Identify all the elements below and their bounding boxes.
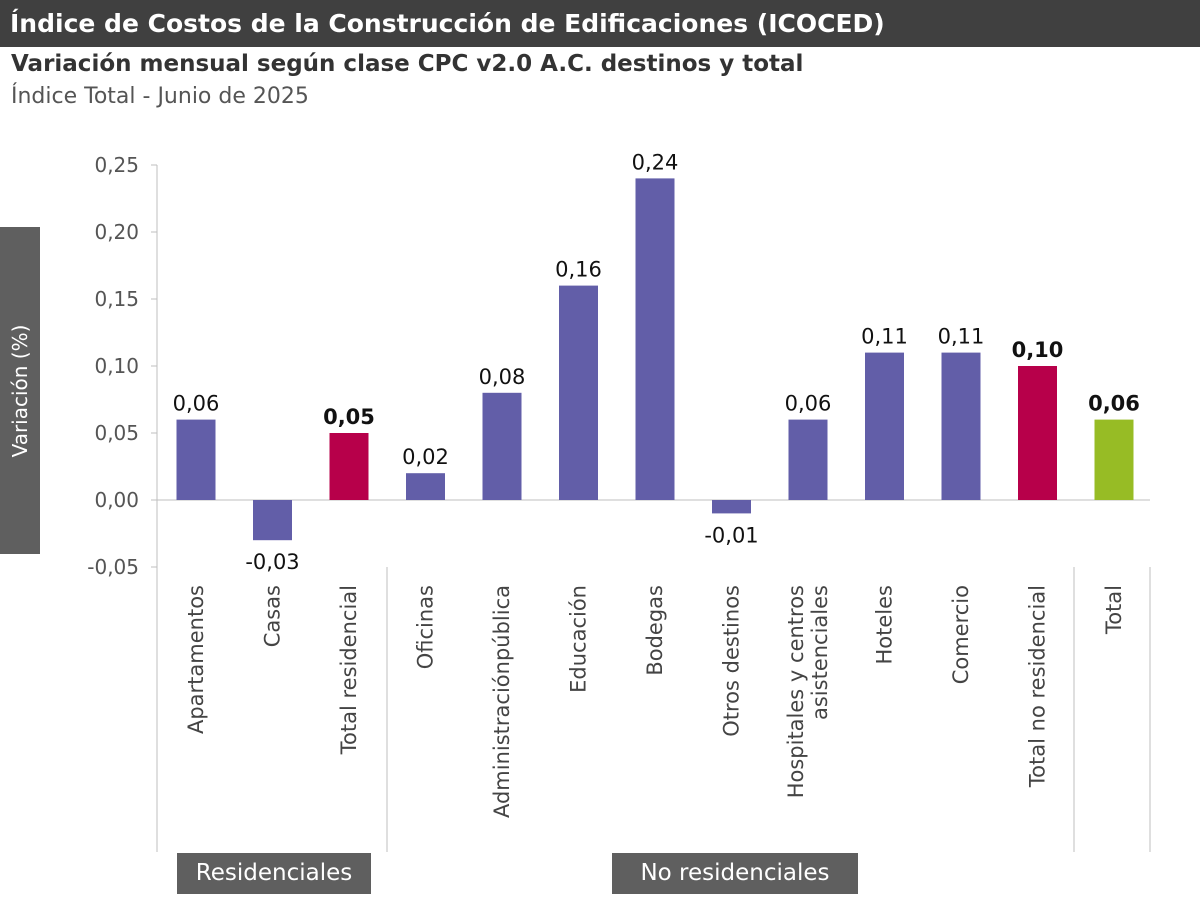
category-label-comercio: Comercio xyxy=(949,585,973,684)
data-label-educacion: 0,16 xyxy=(555,258,602,282)
chart-subtitle: Variación mensual según clase CPC v2.0 A… xyxy=(11,51,804,77)
bar-total xyxy=(1094,419,1134,500)
data-label-comercio: 0,11 xyxy=(938,325,985,349)
category-label-line: Administraciónpública xyxy=(490,585,514,818)
category-label-line: Total residencial xyxy=(337,585,361,755)
y-axis-label-box: Variación (%) xyxy=(0,227,40,554)
data-label-administracionpublica: 0,08 xyxy=(479,365,526,389)
category-label-line: Otros destinos xyxy=(720,585,744,737)
y-tick-label: 0,25 xyxy=(94,153,139,177)
category-label-hospitales-y-centros-asistenciales: Hospitales y centros asistenciales xyxy=(784,585,832,798)
category-label-line: Comercio xyxy=(949,585,973,684)
category-label-otros-destinos: Otros destinos xyxy=(720,585,744,737)
y-tick-label: 0,15 xyxy=(94,287,139,311)
category-label-line: Hospitales y centros xyxy=(784,585,808,798)
category-label-line: Hoteles xyxy=(873,585,897,665)
category-label-line: Bodegas xyxy=(643,585,667,676)
category-label-line: Apartamentos xyxy=(184,585,208,734)
data-label-total-residencial: 0,05 xyxy=(323,405,375,429)
category-label-line: Casas xyxy=(261,585,285,647)
category-label-bodegas: Bodegas xyxy=(643,585,667,676)
data-label-bodegas: 0,24 xyxy=(632,150,679,174)
category-label-educacion: Educación xyxy=(567,585,591,693)
data-label-total: 0,06 xyxy=(1088,392,1140,416)
category-label-line: Educación xyxy=(567,585,591,693)
bar-casas xyxy=(253,500,292,541)
bar-apartamentos xyxy=(176,419,216,500)
bar-total-no-residencial xyxy=(1018,366,1057,500)
y-tick-label: 0,20 xyxy=(94,220,139,244)
y-tick-label: 0,05 xyxy=(94,421,139,445)
group-label-no-residenciales: No residenciales xyxy=(612,853,858,894)
category-label-total: Total xyxy=(1102,585,1126,635)
category-label-oficinas: Oficinas xyxy=(414,585,438,669)
data-label-hoteles: 0,11 xyxy=(861,325,908,349)
category-label-apartamentos: Apartamentos xyxy=(184,585,208,734)
data-label-casas: -0,03 xyxy=(245,550,299,574)
bar-comercio xyxy=(941,352,981,500)
bar-hoteles xyxy=(865,352,904,500)
data-label-apartamentos: 0,06 xyxy=(173,392,220,416)
bar-otros-destinos xyxy=(712,500,751,514)
data-label-otros-destinos: -0,01 xyxy=(704,523,758,547)
category-label-line: asistenciales xyxy=(808,585,832,720)
chart-subsubtitle: Índice Total - Junio de 2025 xyxy=(11,84,309,109)
bar-educacion xyxy=(559,285,598,500)
y-tick-label: 0,10 xyxy=(94,354,139,378)
bar-administracionpublica xyxy=(482,392,522,500)
category-label-total-no-residencial: Total no residencial xyxy=(1026,585,1050,788)
y-tick-label: -0,05 xyxy=(87,555,139,579)
y-tick-label: 0,00 xyxy=(94,488,139,512)
bar-bodegas xyxy=(635,178,675,500)
chart-title: Índice de Costos de la Construcción de E… xyxy=(0,0,1200,47)
data-label-hospitales-y-centros-asistenciales: 0,06 xyxy=(785,392,832,416)
category-label-line: Total no residencial xyxy=(1026,585,1050,788)
bar-oficinas xyxy=(406,473,445,500)
data-label-total-no-residencial: 0,10 xyxy=(1012,338,1064,362)
category-label-administracionpublica: Administraciónpública xyxy=(490,585,514,818)
category-label-casas: Casas xyxy=(261,585,285,647)
bar-hospitales-y-centros-asistenciales xyxy=(788,419,828,500)
bar-total-residencial xyxy=(329,433,369,500)
category-label-line: Oficinas xyxy=(414,585,438,669)
data-label-oficinas: 0,02 xyxy=(402,445,449,469)
group-label-residenciales: Residenciales xyxy=(177,853,371,894)
category-label-hoteles: Hoteles xyxy=(873,585,897,665)
category-label-total-residencial: Total residencial xyxy=(337,585,361,755)
category-label-line: Total xyxy=(1102,585,1126,635)
